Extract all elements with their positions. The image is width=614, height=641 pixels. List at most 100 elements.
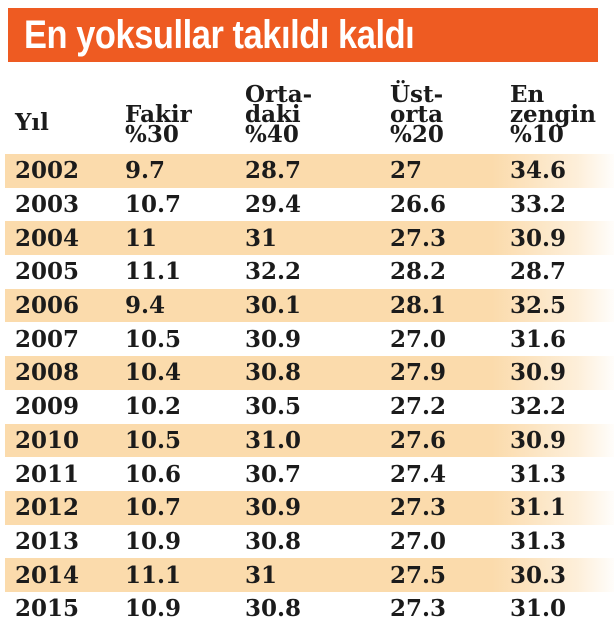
value-cell: 31.1 <box>510 494 567 522</box>
column-header-line: Orta- <box>245 81 313 108</box>
value-cell: 31.6 <box>510 325 567 353</box>
value-cell: 10.4 <box>125 359 182 387</box>
table-row: 2007 10.5 30.9 27.0 31.6 <box>5 322 614 356</box>
value-cell: 30.9 <box>245 325 302 353</box>
value-cell: 9.7 <box>125 157 166 185</box>
column-header-line: En <box>510 81 545 108</box>
value-cell: 34.6 <box>510 157 567 185</box>
table-header-row: Yıl Fakir %30 Orta-daki %40 Üst-orta %20 En zeng… <box>5 62 614 154</box>
column-header-line: zengin <box>510 101 596 128</box>
value-cell: 30.3 <box>510 561 567 589</box>
value-cell: 33.2 <box>510 191 567 219</box>
value-cell: 26.6 <box>390 191 447 219</box>
value-cell: 10.2 <box>125 393 182 421</box>
column-header-line: %40 <box>245 121 299 148</box>
value-cell: 32.2 <box>510 393 567 421</box>
column-header-4: En zengin %10 <box>510 81 614 154</box>
column-header-line: %20 <box>390 121 444 148</box>
column-header-0: Yıl <box>15 111 125 154</box>
value-cell: 11.1 <box>125 561 182 589</box>
table-row: 2004 11 31 27.3 30.9 <box>5 221 614 256</box>
value-cell: 30.9 <box>510 359 567 387</box>
table-row: 2011 10.6 30.7 27.4 31.3 <box>5 457 614 491</box>
year-cell: 2006 <box>15 292 80 320</box>
year-cell: 2007 <box>15 325 80 353</box>
year-cell: 2003 <box>15 191 80 219</box>
column-header-2: Orta-daki %40 <box>245 81 390 154</box>
year-cell: 2010 <box>15 426 80 454</box>
value-cell: 10.6 <box>125 460 182 488</box>
column-header-line: %10 <box>510 121 564 148</box>
value-cell: 11 <box>125 224 158 252</box>
table-row: 2014 11.1 31 27.5 30.3 <box>5 558 614 592</box>
value-cell: 28.7 <box>510 258 567 286</box>
year-cell: 2008 <box>15 359 80 387</box>
value-cell: 31 <box>245 224 278 252</box>
table-row: 2002 9.7 28.7 27 34.6 <box>5 154 614 188</box>
value-cell: 30.9 <box>245 494 302 522</box>
value-cell: 10.7 <box>125 191 182 219</box>
value-cell: 27.3 <box>390 494 447 522</box>
value-cell: 27.3 <box>390 595 447 623</box>
value-cell: 31 <box>245 561 278 589</box>
year-cell: 2011 <box>15 460 80 488</box>
column-header-line: %30 <box>125 121 179 148</box>
value-cell: 30.1 <box>245 292 302 320</box>
table-row: 2005 11.1 32.2 28.2 28.7 <box>5 255 614 289</box>
column-header-3: Üst-orta %20 <box>390 81 510 154</box>
column-header-line: orta <box>390 101 443 128</box>
year-cell: 2013 <box>15 527 80 555</box>
table-body: 2002 9.7 28.7 27 34.6 2003 10.7 29.4 26.6 33.2 200… <box>0 154 614 626</box>
value-cell: 27.0 <box>390 527 447 555</box>
table-row: 2003 10.7 29.4 26.6 33.2 <box>5 188 614 222</box>
value-cell: 31.3 <box>510 527 567 555</box>
table-row: 2015 10.9 30.8 27.3 31.0 <box>5 592 614 626</box>
page-title: En yoksullar takıldı kaldı <box>24 12 415 57</box>
value-cell: 30.5 <box>245 393 302 421</box>
column-header-1: Fakir %30 <box>125 101 245 154</box>
value-cell: 28.2 <box>390 258 447 286</box>
value-cell: 30.9 <box>510 224 567 252</box>
year-cell: 2015 <box>15 595 80 623</box>
year-cell: 2002 <box>15 157 80 185</box>
value-cell: 10.9 <box>125 595 182 623</box>
title-banner: En yoksullar takıldı kaldı <box>8 8 598 62</box>
column-header-line: Fakir <box>125 101 192 128</box>
value-cell: 10.7 <box>125 494 182 522</box>
table-row: 2012 10.7 30.9 27.3 31.1 <box>5 490 614 525</box>
table-row: 2009 10.2 30.5 27.2 32.2 <box>5 390 614 424</box>
value-cell: 27.5 <box>390 561 447 589</box>
value-cell: 27.6 <box>390 426 447 454</box>
year-cell: 2004 <box>15 224 80 252</box>
value-cell: 10.5 <box>125 325 182 353</box>
value-cell: 27.0 <box>390 325 447 353</box>
value-cell: 31.0 <box>510 595 567 623</box>
value-cell: 30.7 <box>245 460 302 488</box>
value-cell: 30.8 <box>245 359 302 387</box>
year-cell: 2005 <box>15 258 80 286</box>
value-cell: 10.9 <box>125 527 182 555</box>
value-cell: 27.4 <box>390 460 447 488</box>
column-header-line: daki <box>245 101 301 128</box>
value-cell: 27.2 <box>390 393 447 421</box>
value-cell: 30.9 <box>510 426 567 454</box>
value-cell: 31.3 <box>510 460 567 488</box>
value-cell: 27 <box>390 157 423 185</box>
year-cell: 2009 <box>15 393 80 421</box>
value-cell: 30.8 <box>245 595 302 623</box>
value-cell: 9.4 <box>125 292 166 320</box>
value-cell: 32.2 <box>245 258 302 286</box>
value-cell: 27.9 <box>390 359 447 387</box>
value-cell: 11.1 <box>125 258 182 286</box>
value-cell: 30.8 <box>245 527 302 555</box>
column-header-line: Üst- <box>390 81 444 108</box>
table-row: 2010 10.5 31.0 27.6 30.9 <box>5 423 614 458</box>
value-cell: 31.0 <box>245 426 302 454</box>
table-row: 2008 10.4 30.8 27.9 30.9 <box>5 356 614 390</box>
value-cell: 32.5 <box>510 292 567 320</box>
year-cell: 2012 <box>15 494 80 522</box>
table-row: 2006 9.4 30.1 28.1 32.5 <box>5 288 614 323</box>
value-cell: 29.4 <box>245 191 302 219</box>
value-cell: 10.5 <box>125 426 182 454</box>
